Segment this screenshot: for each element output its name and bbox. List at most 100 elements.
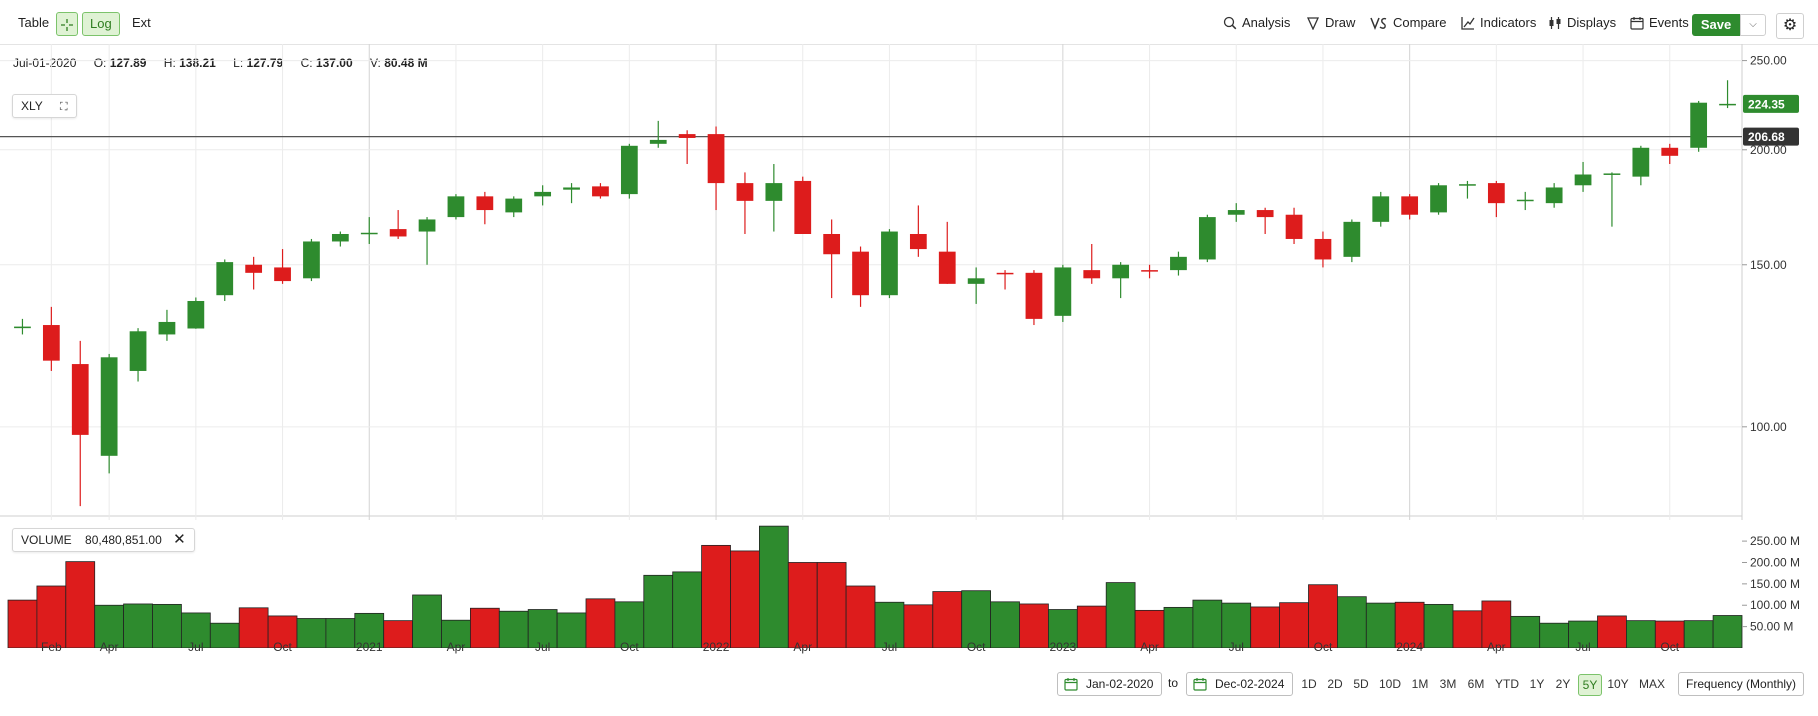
calendar-icon <box>1064 677 1078 691</box>
range-button-3m[interactable]: 3M <box>1439 677 1457 691</box>
draw-button[interactable]: Draw <box>1306 12 1355 34</box>
from-date-field[interactable]: Jan-02-2020 <box>1057 672 1163 696</box>
y-tick-label: 250.00 <box>1750 54 1787 68</box>
volume-bar <box>1394 601 1425 648</box>
candle-body <box>736 183 754 201</box>
volume-bar <box>123 603 153 648</box>
indicators-button[interactable]: Indicators <box>1461 12 1536 34</box>
candle-body <box>418 219 436 232</box>
volume-bar <box>1163 606 1194 648</box>
displays-button[interactable]: Displays <box>1548 12 1616 34</box>
volume-bar <box>180 612 211 648</box>
close-icon[interactable]: ✕ <box>173 531 186 548</box>
range-button-5y[interactable]: 5Y <box>1578 674 1602 696</box>
range-button-ytd[interactable]: YTD <box>1495 677 1519 691</box>
ohlc-close: C: 137.00 <box>301 56 353 70</box>
crosshair-toggle[interactable] <box>56 12 78 36</box>
chevron-down-icon: ⌵ <box>1749 19 1757 30</box>
displays-label: Displays <box>1567 15 1617 30</box>
x-tick-label: Apr <box>100 640 119 654</box>
volume-y-tick-label: 50.00 M <box>1750 620 1793 634</box>
candle-body <box>794 180 812 234</box>
volume-bar <box>94 604 124 648</box>
candle-body <box>1719 103 1736 106</box>
volume-bar <box>469 607 500 648</box>
volume-chip: VOLUME 80,480,851.00 ✕ <box>12 528 195 552</box>
candle-body <box>938 251 956 284</box>
candle-body <box>1198 217 1216 260</box>
x-tick-label: Apr <box>1487 640 1506 654</box>
analysis-icon <box>1223 16 1237 30</box>
volume-bar <box>990 601 1020 648</box>
save-dropdown[interactable]: ⌵ <box>1740 14 1766 36</box>
ext-hours-button[interactable]: Ext <box>132 12 151 34</box>
candle-body <box>1025 272 1043 319</box>
to-date-value: Dec-02-2024 <box>1215 677 1285 691</box>
volume-bar <box>1481 600 1512 648</box>
range-button-max[interactable]: MAX <box>1638 677 1665 691</box>
log-scale-toggle[interactable]: Log <box>82 12 120 36</box>
candle-body <box>274 267 291 282</box>
x-tick-label: Oct <box>1660 640 1679 654</box>
table-button[interactable]: Table <box>18 12 49 34</box>
range-button-6m[interactable]: 6M <box>1467 677 1485 691</box>
volume-y-tick-label: 250.00 M <box>1750 534 1800 548</box>
candle-body <box>1603 173 1621 175</box>
frequency-button[interactable]: Frequency (Monthly) <box>1678 672 1805 696</box>
draw-icon <box>1306 16 1320 30</box>
volume-bar <box>585 598 616 648</box>
ohlc-low: L: 127.79 <box>233 56 283 70</box>
volume-bar <box>267 615 298 648</box>
volume-bar <box>643 574 674 648</box>
expand-icon[interactable]: ⛶ <box>59 101 68 113</box>
volume-bar <box>152 603 182 648</box>
range-button-10y[interactable]: 10Y <box>1607 677 1629 691</box>
compare-button[interactable]: Compare <box>1370 12 1446 34</box>
ohlc-volume: V: 80.48 M <box>370 56 428 70</box>
candle-body <box>1487 183 1505 204</box>
candle-body <box>1343 221 1361 257</box>
candle-body <box>1661 147 1679 156</box>
x-tick-label: Feb <box>41 640 62 654</box>
range-button-2y[interactable]: 2Y <box>1555 677 1571 691</box>
volume-bar <box>1019 603 1049 648</box>
to-date-field[interactable]: Dec-02-2024 <box>1186 672 1294 696</box>
x-tick-label: Jul <box>188 640 203 654</box>
candle-body <box>303 241 320 279</box>
range-button-1y[interactable]: 1Y <box>1529 677 1545 691</box>
calendar-icon <box>1630 16 1644 30</box>
last-price-label: 224.35 <box>1748 97 1785 111</box>
range-button-1m[interactable]: 1M <box>1411 677 1429 691</box>
price-grid <box>0 44 1743 520</box>
candle-body <box>1141 270 1158 272</box>
candle-body <box>620 145 638 195</box>
candle-body <box>71 364 89 435</box>
ext-label: Ext <box>132 15 151 30</box>
volume-bar <box>816 562 847 648</box>
candle-body <box>476 196 494 211</box>
analysis-button[interactable]: Analysis <box>1223 12 1290 34</box>
ohlc-high: H: 138.21 <box>164 56 216 70</box>
range-button-5d[interactable]: 5D <box>1353 677 1369 691</box>
volume-bar <box>845 585 876 648</box>
ohlc-readout: Jul-01-2020 O: 127.89 H: 138.21 L: 127.7… <box>13 56 442 70</box>
events-button[interactable]: Events <box>1630 12 1689 34</box>
candle-body <box>42 325 60 361</box>
x-tick-label: Oct <box>273 640 292 654</box>
candle-body <box>1083 270 1101 279</box>
range-button-2d[interactable]: 2D <box>1327 677 1343 691</box>
settings-button[interactable]: ⚙ <box>1776 13 1804 39</box>
range-button-1d[interactable]: 1D <box>1301 677 1317 691</box>
candle-body <box>158 321 176 335</box>
save-button[interactable]: Save <box>1692 14 1740 36</box>
candle-body <box>1170 256 1187 271</box>
price-chart[interactable]: 250.00 200.00 150.00 100.00 224.35 206.68 <box>0 0 1818 520</box>
volume-chart: 250.00 M 200.00 M 150.00 M 100.00 M 50.00 M <box>7 525 1800 648</box>
candle-body <box>1516 199 1534 202</box>
symbol-label: XLY <box>21 99 43 113</box>
symbol-chip[interactable]: XLY ⛶ <box>12 94 77 118</box>
range-button-10d[interactable]: 10D <box>1378 677 1401 691</box>
log-label: Log <box>90 16 112 31</box>
volume-panel-value: 80,480,851.00 <box>85 533 162 547</box>
x-tick-label: 2022 <box>703 640 730 654</box>
